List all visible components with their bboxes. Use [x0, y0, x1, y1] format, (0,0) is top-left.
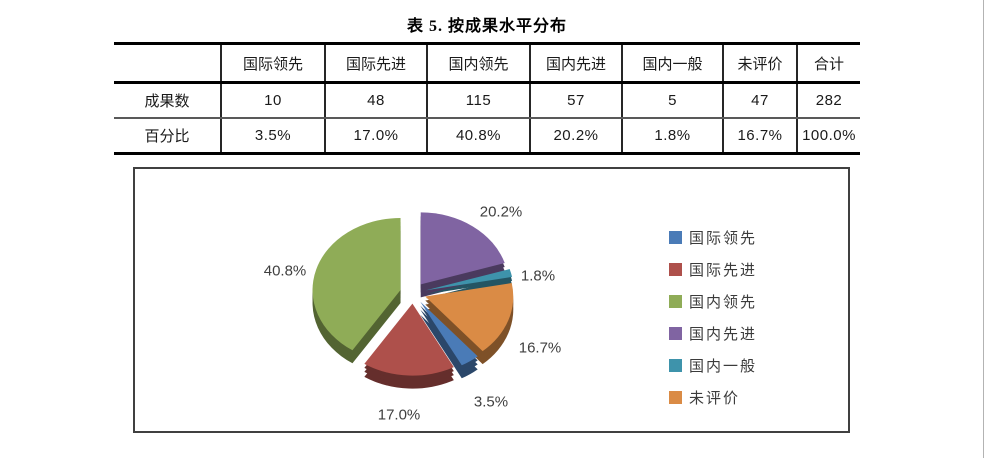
table-row: 百分比 3.5% 17.0% 40.8% 20.2% 1.8% 16.7% 10…	[114, 118, 860, 154]
pie-slice	[420, 212, 505, 285]
legend-swatch-icon	[669, 230, 682, 244]
pie-percent-label: 20.2%	[479, 203, 523, 221]
table-header-row: 国际领先 国际先进 国内领先 国内先进 国内一般 未评价 合计	[114, 43, 860, 84]
legend-label: 国际领先	[689, 230, 758, 247]
table-row-label: 成果数	[114, 82, 221, 119]
pie-percent-label: 40.8%	[263, 262, 307, 280]
table-cell: 48	[324, 82, 427, 119]
table-header-cell: 国内先进	[529, 43, 622, 84]
table-cell: 282	[796, 82, 860, 119]
legend-label: 未评价	[689, 390, 741, 407]
table-cell: 1.8%	[621, 118, 723, 154]
pie-slice	[312, 217, 401, 351]
pie-percent-label: 16.7%	[518, 339, 562, 357]
table-header-cell: 合计	[796, 43, 860, 84]
pie-slice	[364, 303, 454, 376]
legend-swatch-icon	[669, 390, 682, 404]
page-edge-line	[983, 0, 984, 458]
legend-item: 国际先进	[669, 261, 758, 279]
legend-item: 国内一般	[669, 357, 758, 375]
legend-item: 国内领先	[669, 293, 758, 311]
legend-label: 国际先进	[689, 262, 758, 279]
table-cell: 115	[426, 82, 530, 119]
distribution-table: 国际领先 国际先进 国内领先 国内先进 国内一般 未评价 合计 成果数 10 4…	[114, 42, 860, 155]
table-row: 成果数 10 48 115 57 5 47 282	[114, 82, 860, 119]
table-header-cell: 未评价	[722, 43, 797, 84]
pie-slice	[425, 269, 513, 291]
pie-percent-label: 3.5%	[473, 393, 509, 411]
legend-swatch-icon	[669, 262, 682, 276]
table-header-cell: 国内一般	[621, 43, 723, 84]
table-row-label: 百分比	[144, 129, 190, 145]
legend-label: 国内一般	[689, 358, 758, 375]
table-cell: 5	[621, 82, 723, 119]
table-cell: 20.2%	[529, 118, 622, 154]
table-cell: 47	[722, 82, 797, 119]
table-cell: 16.7%	[722, 118, 797, 154]
table-cell: 40.8%	[426, 118, 530, 154]
pie-chart-svg	[312, 212, 514, 389]
table-cell: 100.0%	[796, 118, 860, 154]
table-title: 表 5. 按成果水平分布	[406, 18, 567, 35]
pie-slice	[425, 283, 514, 352]
table-cell: 17.0%	[324, 118, 427, 154]
table-header-cell: 国际先进	[324, 43, 427, 84]
legend-swatch-icon	[669, 358, 682, 372]
pie-chart-frame: 20.2% 1.8% 16.7% 3.5% 17.0% 40.8% 国际领先国际先进国内领…	[133, 167, 850, 433]
table-header-cell: 国内领先	[426, 43, 530, 84]
legend-item: 国内先进	[669, 325, 758, 343]
table-header-cell: 国际领先	[220, 43, 325, 84]
table-cell: 10	[220, 82, 325, 119]
pie-percent-label: 17.0%	[377, 406, 421, 424]
table-cell: 3.5%	[220, 118, 325, 154]
legend-item: 国际领先	[669, 229, 758, 247]
legend-swatch-icon	[669, 294, 682, 308]
pie-percent-label: 1.8%	[520, 267, 556, 285]
pie-slice	[420, 301, 478, 366]
table-corner-cell	[114, 43, 221, 84]
legend-swatch-icon	[669, 326, 682, 340]
legend-item: 未评价	[669, 389, 741, 407]
legend-label: 国内先进	[689, 326, 758, 343]
legend-label: 国内领先	[689, 294, 758, 311]
table-cell: 57	[529, 82, 622, 119]
